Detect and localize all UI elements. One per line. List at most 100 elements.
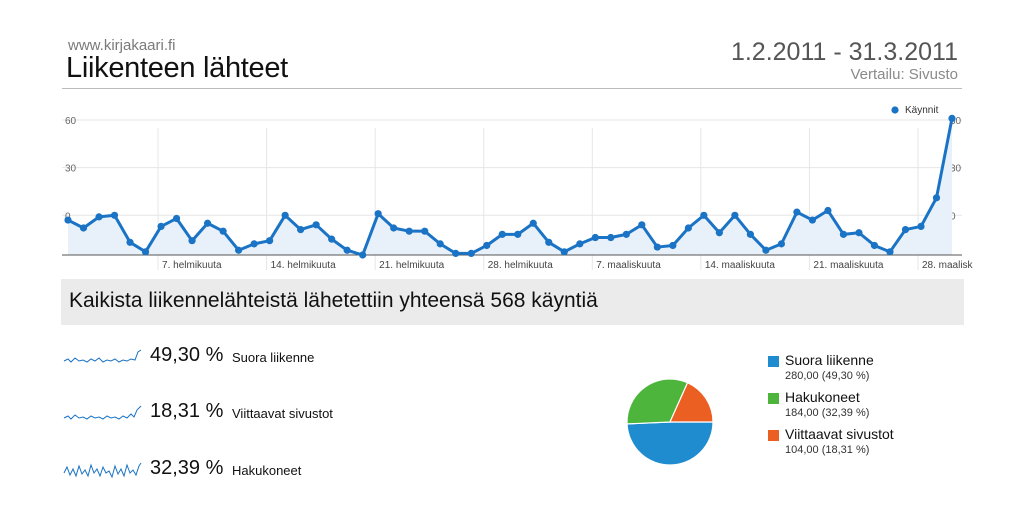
data-point — [545, 238, 553, 246]
x-tick-label: 28. helmikuuta — [488, 260, 553, 271]
data-point — [250, 240, 258, 248]
data-point — [343, 246, 351, 254]
x-tick-label: 14. maaliskuuta — [705, 260, 775, 271]
data-point — [297, 225, 305, 234]
data-point — [514, 230, 522, 238]
data-point — [359, 251, 367, 259]
pie-slice — [626, 378, 689, 425]
legend-value: 184,00 (32,39 %) — [785, 407, 870, 419]
data-point — [498, 230, 506, 238]
data-point — [607, 233, 615, 242]
data-point — [234, 246, 243, 254]
data-point — [374, 210, 382, 218]
date-range: 1.2.2011 - 31.3.2011 — [730, 38, 958, 66]
data-point — [870, 241, 879, 250]
data-point — [886, 248, 894, 256]
summary-text: Kaikista liikennelähteistä lähetettiin y… — [69, 289, 598, 312]
data-point — [855, 229, 863, 237]
data-point — [948, 114, 956, 123]
sparkline-direct — [63, 349, 142, 363]
site-url: www.kirjakaari.fi — [68, 37, 176, 54]
data-point — [700, 211, 708, 219]
source-percent: 49,30 % — [150, 344, 224, 366]
data-point — [793, 208, 801, 216]
data-point — [653, 243, 661, 251]
data-point — [421, 227, 429, 235]
data-point — [684, 224, 692, 232]
page-title: Liikenteen lähteet — [66, 52, 288, 84]
legend-label-kaynnit: Käynnit — [905, 105, 939, 116]
legend-swatch — [768, 356, 779, 367]
data-point — [715, 229, 723, 237]
data-point — [172, 214, 181, 223]
data-point — [64, 216, 72, 224]
data-point — [483, 241, 491, 250]
data-point — [824, 206, 832, 215]
comparison-label: Vertailu: Sivusto — [850, 66, 958, 83]
pie-slice — [669, 381, 714, 423]
legend-value: 104,00 (18,31 %) — [785, 444, 870, 456]
data-point — [126, 238, 134, 246]
legend-swatch — [768, 393, 779, 404]
data-point — [467, 249, 475, 258]
y-tick-label-left: 30 — [65, 164, 77, 175]
x-tick-label: 14. helmikuuta — [271, 260, 336, 271]
y-tick-label-right: 0 — [950, 211, 956, 222]
data-point — [731, 211, 739, 219]
data-point — [762, 246, 770, 254]
data-point — [839, 230, 848, 238]
data-point — [79, 224, 88, 232]
data-point — [95, 213, 103, 221]
data-point — [141, 248, 150, 256]
x-tick-label: 21. helmikuuta — [379, 260, 444, 271]
data-point — [436, 240, 444, 248]
data-point — [281, 211, 289, 219]
source-percent: 32,39 % — [150, 457, 224, 479]
data-point — [312, 221, 320, 229]
y-tick-label-right: 30 — [950, 164, 962, 175]
data-point — [917, 222, 925, 231]
data-point — [203, 219, 212, 227]
data-point — [529, 219, 537, 227]
data-point — [622, 230, 630, 238]
data-point — [219, 227, 227, 235]
legend-label: Viittaavat sivustot — [785, 426, 894, 442]
data-point — [405, 227, 413, 235]
data-point — [777, 240, 786, 248]
source-name: Viittaavat sivustot — [232, 406, 333, 421]
legend-swatch — [768, 430, 779, 441]
data-point — [390, 224, 398, 232]
data-point — [591, 233, 599, 242]
data-point — [576, 240, 584, 248]
y-tick-label-left: 60 — [65, 116, 77, 127]
legend-label: Suora liikenne — [785, 352, 874, 368]
traffic-pie-chart — [626, 378, 714, 466]
data-point — [638, 221, 646, 229]
source-name: Suora liikenne — [232, 350, 315, 365]
series-line-kaynnit — [67, 118, 954, 257]
x-tick-label: 7. helmikuuta — [162, 260, 222, 271]
data-point — [932, 194, 941, 202]
data-point — [328, 235, 336, 243]
data-point — [669, 241, 677, 250]
legend-label: Hakukoneet — [785, 389, 860, 405]
x-tick-label: 21. maaliskuuta — [813, 260, 883, 271]
data-point — [110, 211, 119, 219]
source-percent: 18,31 % — [150, 400, 224, 422]
source-name: Hakukoneet — [232, 463, 302, 478]
data-point — [157, 222, 165, 231]
y-tick-label-right: 60 — [950, 116, 962, 127]
data-point — [266, 237, 274, 245]
data-point — [746, 230, 754, 238]
legend-marker — [891, 106, 899, 114]
pie-slice — [626, 421, 714, 466]
data-point — [452, 249, 460, 258]
x-tick-label: 7. maaliskuuta — [596, 260, 661, 271]
summary-bar — [61, 279, 964, 325]
sparkline-search — [63, 462, 142, 479]
x-tick-label: 28. maalisk — [922, 260, 974, 271]
sparkline-referral — [63, 405, 142, 420]
data-point — [808, 216, 817, 224]
data-point — [560, 248, 568, 256]
